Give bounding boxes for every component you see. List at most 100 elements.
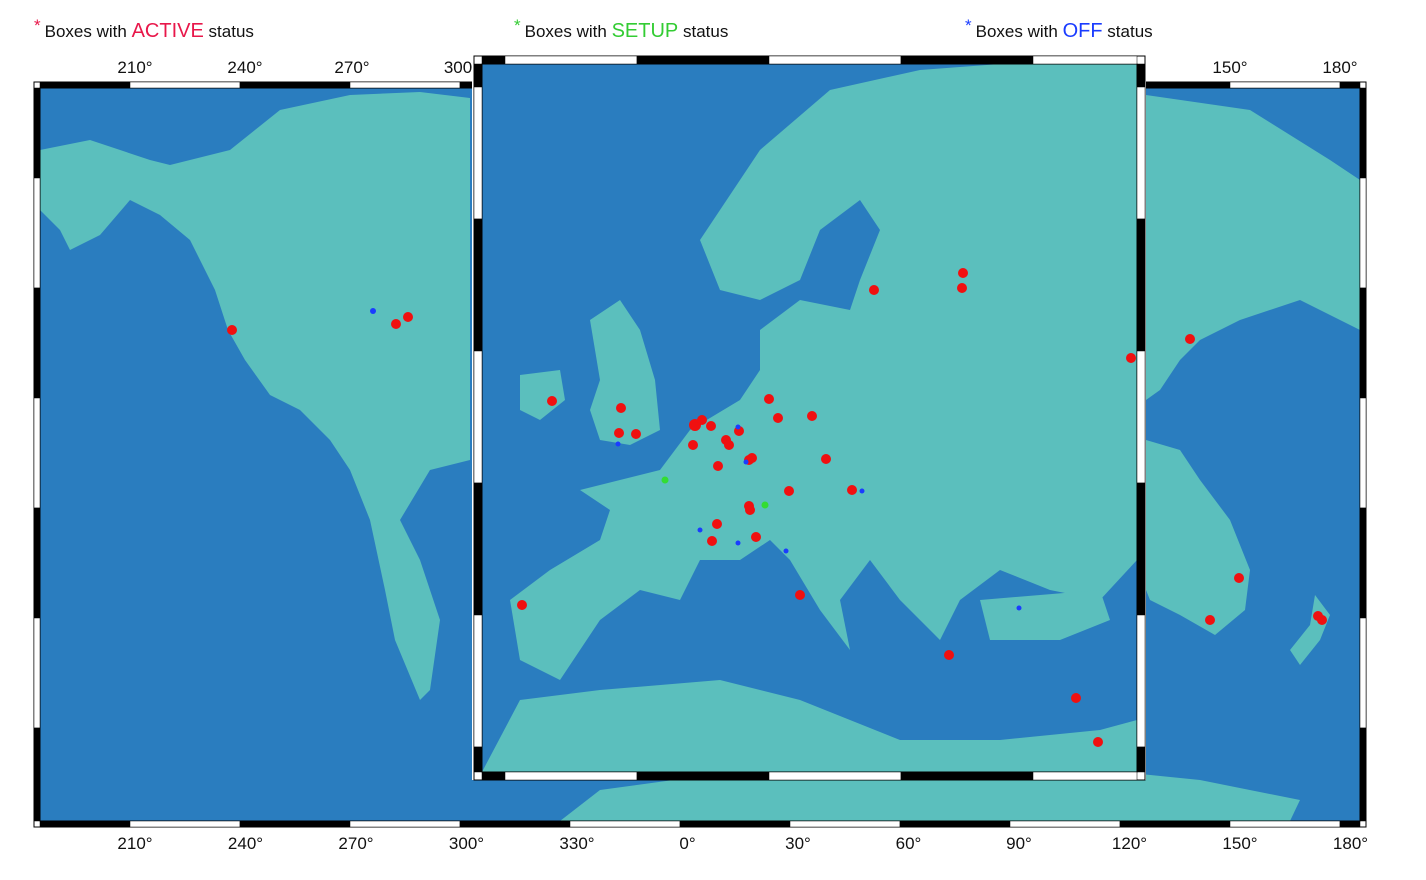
frame-bar — [1136, 86, 1146, 220]
off-box — [1016, 605, 1022, 611]
frame-bar — [239, 820, 351, 828]
frame-bar — [33, 727, 41, 822]
frame-bar — [1136, 350, 1146, 484]
frame-bar — [1359, 287, 1367, 399]
frame-bar — [473, 218, 483, 352]
frame-bar — [1009, 820, 1121, 828]
off-box — [859, 488, 865, 494]
active-box — [1234, 573, 1244, 583]
frame-bar — [1359, 87, 1367, 179]
off-box — [735, 424, 741, 430]
legend-text: status — [1107, 22, 1153, 41]
frame-bar — [481, 55, 506, 65]
frame-bar — [1339, 820, 1361, 828]
frame-bar — [1136, 482, 1146, 616]
frame-bar — [1032, 771, 1138, 781]
active-box — [1205, 615, 1215, 625]
off-boxes — [615, 424, 1022, 611]
frame-bar — [900, 55, 1034, 65]
frame-bar — [1119, 820, 1231, 828]
off-box — [615, 441, 621, 447]
active-box — [957, 283, 967, 293]
frame-bar — [473, 63, 483, 88]
legend-item: * Boxes with SETUP status — [514, 16, 728, 43]
x-tick-label: 180° — [1333, 834, 1368, 853]
frame-bar — [39, 820, 131, 828]
tick-labels: 210° 240° 270° 300° 330° 0° 30° 60° 90° 120° 150° 1… — [117, 58, 1368, 853]
active-box — [773, 413, 783, 423]
frame-bar — [1032, 55, 1138, 65]
frame-bar — [33, 87, 41, 179]
frame-bar — [473, 614, 483, 748]
legend-marker: * — [34, 16, 41, 35]
x-tick-label: 300° — [449, 834, 484, 853]
map-frame — [473, 55, 1146, 781]
x-tick-label: 0° — [679, 834, 695, 853]
active-box — [712, 519, 722, 529]
x-tick-label: 180° — [1322, 58, 1357, 77]
active-box — [1317, 615, 1327, 625]
active-box — [706, 421, 716, 431]
off-box — [697, 527, 703, 533]
x-tick-label: 240° — [228, 834, 263, 853]
active-box — [784, 486, 794, 496]
active-box — [391, 319, 401, 329]
frame-bar — [473, 482, 483, 616]
active-box — [403, 312, 413, 322]
off-box — [783, 548, 789, 554]
legend-status: OFF — [1062, 20, 1103, 42]
legend-item: * Boxes with ACTIVE status — [34, 16, 254, 43]
active-box — [745, 505, 755, 515]
frame-bar — [349, 820, 461, 828]
active-box — [869, 285, 879, 295]
active-box — [958, 268, 968, 278]
active-box — [227, 325, 237, 335]
active-box — [764, 394, 774, 404]
active-box — [1093, 737, 1103, 747]
frame-bar — [768, 771, 902, 781]
frame-bar — [349, 81, 461, 89]
land — [40, 92, 1360, 821]
frame-bar — [129, 81, 241, 89]
active-box — [1126, 353, 1136, 363]
frame-bar — [504, 771, 638, 781]
frame-bar — [481, 771, 506, 781]
setup-box — [661, 476, 669, 484]
frame-bar — [636, 771, 770, 781]
x-tick-label: 210° — [117, 834, 152, 853]
off-box — [735, 540, 741, 546]
active-box — [944, 650, 954, 660]
active-box — [795, 590, 805, 600]
frame-bar — [473, 746, 483, 773]
frame-bar — [1359, 177, 1367, 289]
x-tick-label: 270° — [338, 834, 373, 853]
land — [482, 64, 1137, 772]
active-box — [807, 411, 817, 421]
frame-bar — [636, 55, 770, 65]
legend-status: SETUP — [611, 20, 679, 42]
active-box — [631, 429, 641, 439]
frame-bar — [1359, 507, 1367, 619]
x-tick-label: 330° — [559, 834, 594, 853]
active-box — [707, 536, 717, 546]
frame-bar — [1359, 617, 1367, 729]
x-tick-label: 30° — [785, 834, 811, 853]
off-box — [370, 308, 376, 314]
frame-bar — [1136, 218, 1146, 352]
frame-bar — [1136, 746, 1146, 773]
active-box — [747, 453, 757, 463]
active-box — [614, 428, 624, 438]
frame-bar — [473, 350, 483, 484]
active-box — [697, 415, 707, 425]
frame-bar — [1136, 63, 1146, 88]
legend-status: ACTIVE — [131, 20, 204, 42]
x-tick-label: 150° — [1212, 58, 1247, 77]
frame-bar — [900, 771, 1034, 781]
europe-map — [472, 55, 1146, 781]
x-tick-label: 300 — [444, 58, 472, 77]
x-tick-label: 90° — [1006, 834, 1032, 853]
frame-bar — [33, 397, 41, 509]
x-tick-label: 270° — [334, 58, 369, 77]
